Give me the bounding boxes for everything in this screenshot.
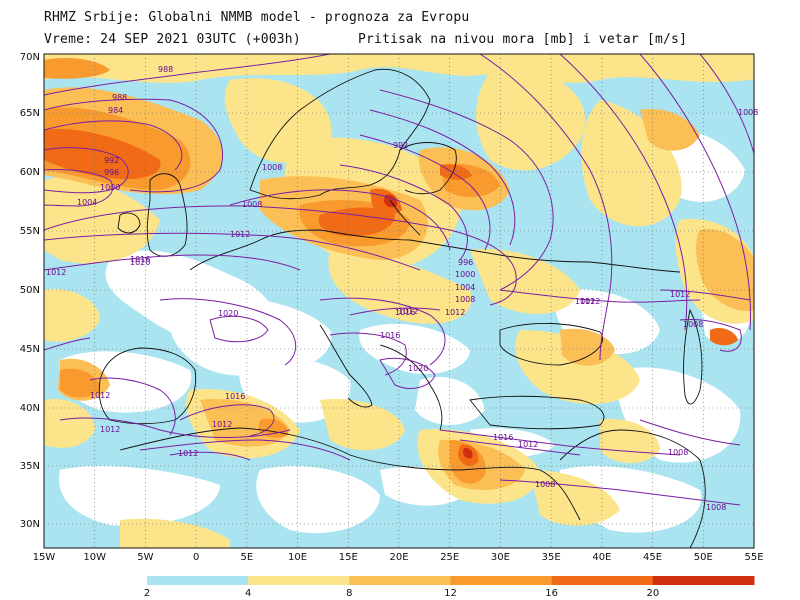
isobar-label: 1016: [225, 392, 245, 401]
colorbar-segment: [450, 576, 553, 585]
isobar-label: 1008: [242, 200, 262, 209]
isobar-label: 1012: [46, 268, 66, 277]
latitude-label: 45N: [20, 344, 40, 355]
longitude-label: 10E: [288, 552, 307, 563]
isobar-label: 992: [393, 141, 408, 150]
isobar-label: 1016: [130, 255, 150, 264]
isobar-label: 984: [108, 106, 123, 115]
colorbar: [147, 576, 755, 585]
colorbar-segment: [551, 576, 654, 585]
longitude-label: 5E: [241, 552, 254, 563]
latitude-label: 30N: [20, 519, 40, 530]
longitude-labels: 15W 10W 5W 0 5E 10E 15E 20E 25E 30E 35E 40E 45E 50E 55…: [33, 552, 764, 563]
isobar-label: 1000: [455, 270, 475, 279]
isobar-label: 992: [104, 156, 119, 165]
isobar-label: 1012: [398, 307, 418, 316]
forecast-time: Vreme: 24 SEP 2021 03UTC (+003h): [44, 32, 301, 47]
longitude-label: 15E: [339, 552, 358, 563]
longitude-label: 40E: [592, 552, 611, 563]
map-frame: [43, 53, 755, 549]
gale-wind-areas: [44, 129, 738, 466]
colorbar-label: 8: [346, 588, 353, 599]
latitude-label: 35N: [20, 461, 40, 472]
longitude-label: 35E: [542, 552, 561, 563]
isobar-label: 1016: [395, 308, 415, 317]
isobar-label: 1012: [518, 440, 538, 449]
map-title: RHMZ Srbije: Globalni NMMB model - progn…: [44, 10, 470, 25]
longitude-label: 45E: [643, 552, 662, 563]
isobar-label: 988: [112, 93, 127, 102]
isobar-label: 1008: [535, 480, 555, 489]
latitude-label: 70N: [20, 52, 40, 63]
isobar-label: 996: [104, 168, 119, 177]
isobar-label: 988: [158, 65, 173, 74]
colorbar-segment: [349, 576, 451, 585]
isobar-label: 1004: [77, 198, 97, 207]
isobar-label: 1012: [580, 297, 600, 306]
longitude-label: 25E: [440, 552, 459, 563]
latitude-label: 40N: [20, 403, 40, 414]
colorbar-label: 16: [545, 588, 559, 599]
colorbar-segment: [147, 576, 249, 585]
latitude-label: 65N: [20, 108, 40, 119]
isobar-label: 1012: [230, 230, 250, 239]
isobar-label: 1012: [575, 297, 595, 306]
longitude-label: 10W: [83, 552, 106, 563]
isobar-label: 996: [458, 258, 473, 267]
isobar-label: 1008: [668, 448, 688, 457]
map-variable-description: Pritisak na nivou mora [mb] i vetar [m/s…: [358, 32, 688, 47]
isobar-label: 1008: [683, 320, 703, 329]
isobar-label: 1016: [493, 433, 513, 442]
isobar-label: 1000: [100, 183, 120, 192]
isobar-label: 1008: [455, 295, 475, 304]
latitude-labels: 70N 65N 60N 55N 50N 45N 40N 35N 30N: [20, 52, 40, 530]
isobar-label: 1012: [212, 420, 232, 429]
isobar-label: 1020: [130, 258, 150, 267]
isobar-label: 1004: [455, 283, 475, 292]
colorbar-label: 2: [143, 588, 151, 599]
colorbar-segment: [248, 576, 350, 585]
isobar-label: 1008: [262, 163, 282, 172]
isobar-label: 1012: [178, 449, 198, 458]
longitude-label: 50E: [694, 552, 713, 563]
longitude-label: 55E: [744, 552, 763, 563]
isobar-label: 1016: [380, 331, 400, 340]
isobar-label: 1012: [100, 425, 120, 434]
latitude-label: 55N: [20, 226, 40, 237]
longitude-label: 20E: [389, 552, 408, 563]
longitude-label: 30E: [491, 552, 510, 563]
colorbar-label: 20: [646, 588, 660, 599]
longitude-label: 0: [193, 552, 199, 563]
colorbar-segment: [652, 576, 755, 585]
isobar-label: 1012: [445, 308, 465, 317]
latitude-label: 50N: [20, 285, 40, 296]
coastlines: [98, 68, 706, 548]
isobar-label: 1020: [408, 364, 428, 373]
colorbar-label: 4: [244, 588, 252, 599]
longitude-label: 5W: [137, 552, 153, 563]
isobar-label: 1012: [90, 391, 110, 400]
isobar-label: 1020: [218, 309, 238, 318]
isobar-label: 1012: [670, 290, 690, 299]
isobar-label: 1008: [706, 503, 726, 512]
colorbar-label: 12: [444, 588, 457, 599]
isobars: [44, 54, 754, 506]
isobar-label: 1008: [738, 108, 758, 117]
map-area: [44, 54, 754, 548]
isobar-labels: 988 988 984 992 996 1000 1004 1008 992 9…: [46, 65, 758, 512]
latitude-label: 60N: [20, 167, 40, 178]
longitude-label: 15W: [33, 552, 56, 563]
